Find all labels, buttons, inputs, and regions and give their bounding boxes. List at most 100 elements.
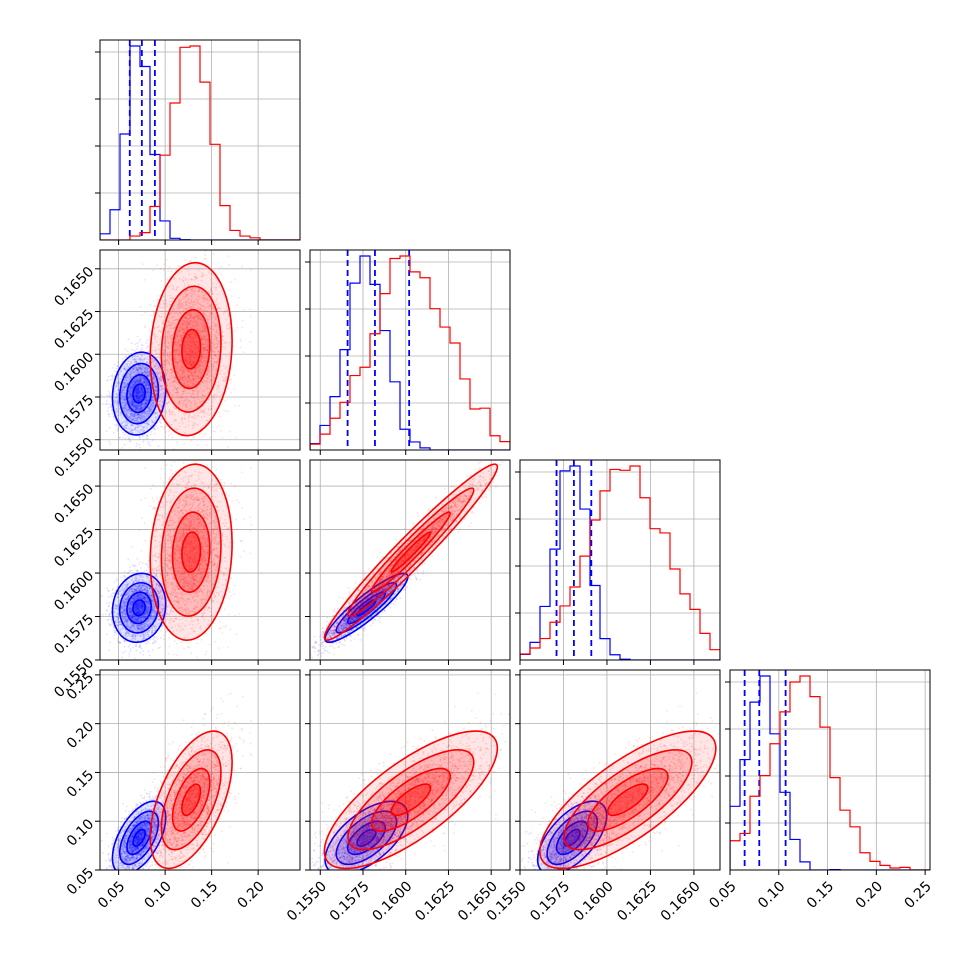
scatter-point [239,346,242,349]
scatter-point [241,265,243,268]
scatter-point [127,408,130,411]
scatter-point [157,415,160,417]
scatter-point [128,437,131,440]
scatter-point [129,386,132,388]
scatter-point [139,438,141,440]
scatter-point [124,348,127,351]
scatter-point [212,455,214,457]
scatter-point [139,424,142,427]
scatter-point [141,456,143,458]
scatter-point [123,433,126,436]
scatter-point [115,401,118,404]
scatter-point [222,283,225,286]
scatter-point [110,405,113,408]
scatter-point [101,402,104,405]
scatter-point [130,348,133,351]
scatter-point [176,441,178,444]
scatter-point [126,382,128,385]
scatter-point [156,412,159,415]
scatter-point [137,386,139,389]
scatter-point [124,437,127,440]
scatter-point [129,399,132,402]
scatter-point [222,241,224,243]
scatter-point [130,414,133,417]
scatter-point [147,384,150,387]
y-tick-label: 0.1650 [51,264,97,310]
scatter-point [125,385,128,388]
scatter-point [159,385,162,388]
scatter-point [124,403,127,406]
scatter-point [146,391,148,394]
scatter-point [138,378,141,381]
scatter-point [127,338,130,341]
scatter-point [236,304,238,306]
scatter-point [139,408,142,410]
scatter-point [141,390,144,393]
scatter-point [136,404,139,407]
scatter-point [153,636,156,639]
scatter-point [145,387,147,390]
scatter-point [213,430,216,433]
scatter-point [140,389,143,391]
scatter-point [135,405,138,408]
scatter-point [141,367,144,370]
scatter-point [228,289,231,292]
scatter-point [137,388,140,390]
scatter-point [228,381,231,384]
scatter-point [170,270,173,273]
scatter-point [141,435,144,438]
scatter-point [147,423,150,426]
scatter-point [233,374,236,377]
scatter-point [124,392,127,395]
scatter-point [116,365,118,368]
scatter-point [193,436,195,439]
scatter-point [128,418,131,420]
scatter-point [124,370,127,372]
scatter-point [157,365,160,368]
y-tick-label: 0.1575 [51,392,97,438]
scatter-point [141,365,144,368]
scatter-point [158,380,161,383]
scatter-point [129,647,132,650]
scatter-point [140,347,143,350]
scatter-point [121,375,124,378]
scatter-point [120,390,123,393]
scatter-point [128,393,131,396]
panel-content [310,250,510,450]
scatter-point [122,405,124,408]
scatter-point [132,466,134,468]
scatter-point [137,412,140,415]
scatter-point [135,390,138,393]
scatter-point [136,417,138,420]
scatter-point [116,429,119,432]
scatter-point [107,379,110,381]
scatter-point [227,410,230,413]
scatter-point [129,435,132,438]
scatter-point [153,432,156,435]
scatter-point [104,403,107,406]
scatter-point [139,364,142,367]
scatter-point [132,372,135,375]
scatter-point [146,393,149,396]
scatter-point [228,379,231,382]
scatter-point [137,378,140,381]
scatter-point [128,388,131,391]
scatter-point [133,404,136,406]
scatter-point [130,400,133,403]
scatter-point [120,397,122,400]
y-tick-label: 0.1550 [51,435,97,481]
scatter-point [122,387,125,390]
scatter-point [240,340,242,343]
scatter-point [139,407,142,410]
scatter-point [123,409,126,412]
scatter-point [123,402,126,405]
scatter-point [145,379,147,382]
scatter-point [184,258,187,261]
scatter-point [146,421,148,424]
scatter-point [141,371,144,374]
scatter-point [131,358,134,361]
scatter-point [230,392,232,394]
scatter-point [116,402,119,405]
scatter-point [147,387,149,390]
scatter-point [153,423,156,426]
